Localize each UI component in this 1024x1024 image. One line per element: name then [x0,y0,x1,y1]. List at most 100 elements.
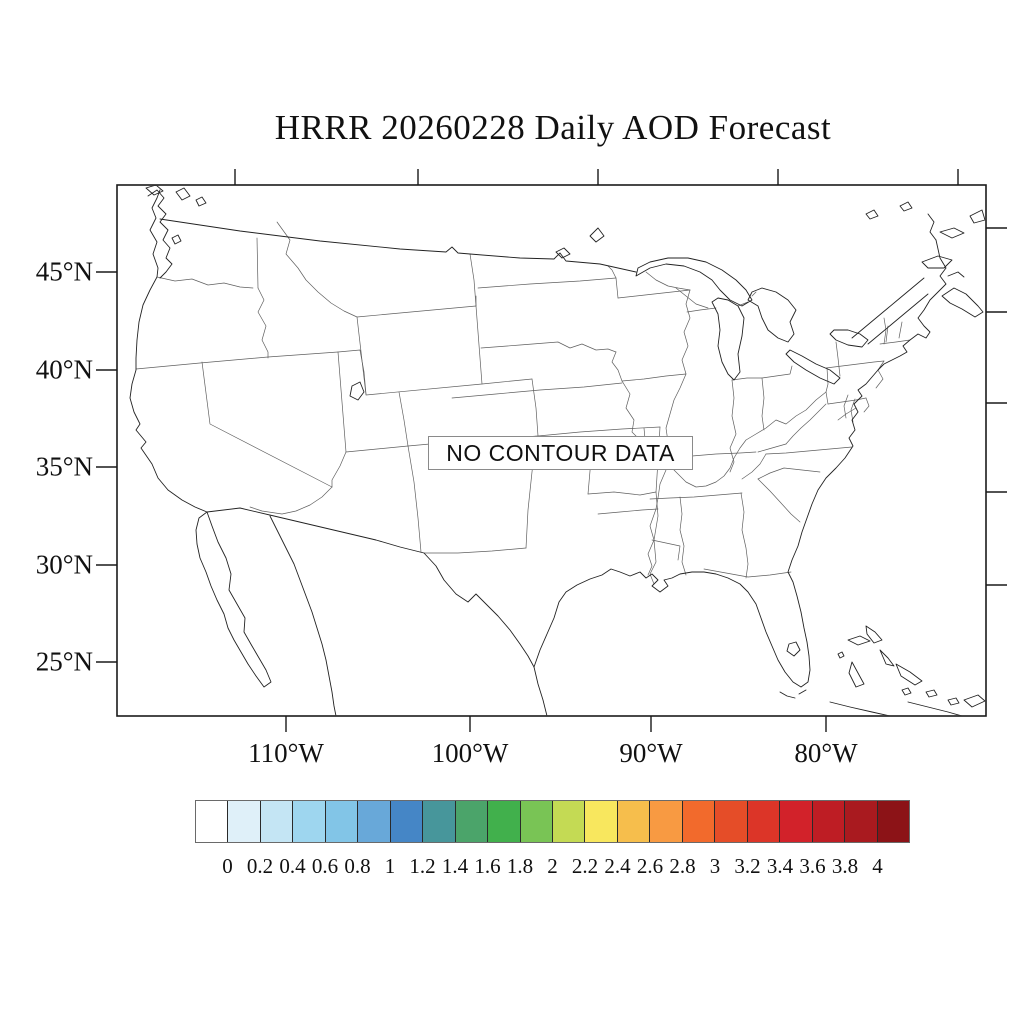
state-boundary [337,349,367,395]
coastline [941,287,984,318]
colorbar-tick-label: 1.6 [474,854,501,878]
coastline [145,185,164,196]
state-boundary [135,351,339,370]
lat-tick-label: 40°N [35,354,93,385]
coastline [171,234,182,245]
colorbar-cell [520,801,553,842]
colorbar-cell [196,801,229,842]
coastline [829,701,889,716]
state-boundary [331,451,347,488]
state-boundary [741,453,767,480]
lon-tick-label: 100°W [431,738,509,768]
colorbar-cell [845,801,878,842]
colorbar-cell [455,801,489,842]
coastline [925,689,938,698]
colorbar-cell [358,801,391,842]
state-boundary [531,378,539,437]
state-boundary [597,508,659,515]
state-boundary [249,486,333,515]
state-boundary [731,365,793,381]
state-boundary [201,361,333,488]
coastline [786,641,801,657]
state-boundary [649,491,659,585]
coastline [635,257,753,307]
coastline [865,209,879,220]
state-boundary [837,407,857,421]
coastline [847,635,871,646]
coastline [349,381,365,401]
state-boundary [477,277,617,289]
colorbar-tick-label: 2.6 [636,854,664,878]
coastline [851,277,925,339]
colorbar-cell [650,801,683,842]
state-boundary [751,291,757,297]
coastline [269,515,337,716]
coastline [195,196,207,207]
colorbar-cell [812,801,846,842]
coastline [939,227,965,239]
colorbar-tick-label: 3.4 [766,854,794,878]
state-boundary [345,445,409,453]
map-frame [116,184,987,717]
lon-tick-label: 80°W [794,738,858,768]
state-boundary [885,325,889,343]
lat-tick-label: 30°N [35,549,93,580]
state-boundary [825,360,885,369]
state-boundary [883,317,887,345]
colorbar-tick-label: 0.8 [344,854,371,878]
colorbar-cell [260,801,294,842]
coastline [879,649,895,667]
coastline [147,189,173,279]
coastline [798,689,807,695]
colorbar-tick-label: 3.8 [831,854,859,878]
colorbar-tick-label: 1.4 [441,854,469,878]
colorbar-tick-label: 0.6 [311,854,339,878]
state-boundary [356,305,483,396]
plot-title: HRRR 20260228 Daily AOD Forecast [274,108,832,147]
colorbar-cell [325,801,359,842]
colorbar-tick-label: 1.8 [506,854,534,878]
colorbar-tick-label: 3.2 [734,854,761,878]
state-boundary [423,547,527,554]
lon-tick-label: 90°W [619,738,683,768]
state-boundary [835,341,841,377]
coastline [195,511,272,688]
coastline [969,209,986,224]
coastline [837,651,845,659]
coastline [901,687,912,696]
coastline [895,663,923,686]
coastline [899,201,913,212]
lat-tick-label: 25°N [35,646,93,677]
aod-colorbar [195,800,910,843]
state-boundary [156,276,254,289]
state-boundary [843,394,849,419]
state-boundary [615,277,619,299]
coastline [947,271,965,278]
state-boundary [879,339,911,345]
state-boundary [276,221,358,318]
state-boundary [481,378,533,385]
state-boundary [587,491,657,496]
colorbar-cell [877,801,909,842]
colorbar-tick-label: 0 [222,854,233,878]
colorbar-tick-label: 1.2 [409,854,436,878]
coastline [159,218,637,273]
state-boundary [675,287,709,309]
state-boundary [537,426,661,437]
state-boundary [451,382,623,399]
colorbar-cell [617,801,651,842]
state-boundary [765,446,853,455]
colorbar-cell [293,801,326,842]
state-boundary [757,443,787,453]
coastline [533,239,947,688]
coastline [865,625,883,644]
colorbar-cell [780,801,813,842]
colorbar-tick-label: 3 [709,854,721,878]
state-boundary [703,568,792,578]
colorbar-tick-label: 2.2 [571,854,599,878]
colorbar-cell [747,801,781,842]
colorbar-tick-label: 3.6 [799,854,826,878]
state-boundary [863,397,870,413]
colorbar-cell [715,801,748,842]
